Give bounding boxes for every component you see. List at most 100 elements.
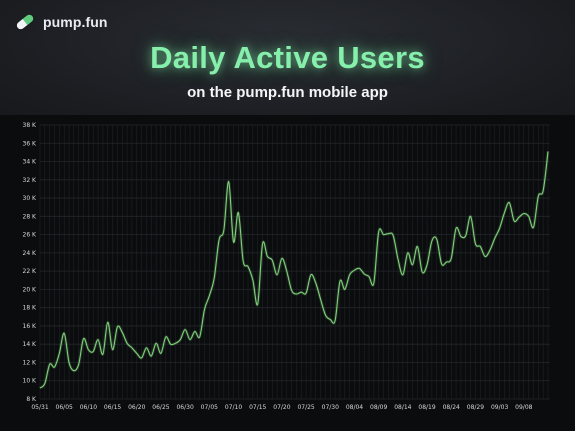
data-point [509, 202, 510, 203]
data-point [238, 212, 239, 213]
y-tick-label: 14 K [23, 341, 38, 348]
data-point [373, 282, 374, 283]
x-tick-label: 07/25 [297, 404, 314, 411]
y-tick-label: 34 K [23, 159, 38, 166]
data-point [112, 349, 113, 350]
data-point [243, 260, 244, 261]
data-point [422, 271, 423, 272]
data-point [485, 256, 486, 257]
data-point [494, 238, 495, 239]
data-point [126, 343, 127, 344]
data-point [281, 258, 282, 259]
data-point [286, 271, 287, 272]
data-point [214, 278, 215, 279]
data-point [141, 357, 142, 358]
x-tick-label: 08/29 [467, 404, 484, 411]
series-layer [38, 151, 550, 390]
data-point [185, 329, 186, 330]
data-point [252, 280, 253, 281]
data-point [272, 260, 273, 261]
data-point [489, 250, 490, 251]
data-point [310, 274, 311, 275]
data-point [49, 364, 50, 365]
gridlines [39, 124, 550, 400]
data-point [480, 246, 481, 247]
data-point [223, 229, 224, 230]
data-point [523, 213, 524, 214]
data-point [441, 263, 442, 264]
x-tick-label: 09/08 [515, 404, 532, 411]
x-tick-label: 08/04 [346, 404, 363, 411]
y-tick-label: 36 K [23, 140, 38, 147]
x-tick-label: 06/30 [176, 404, 193, 411]
data-point [446, 261, 447, 262]
data-point [547, 151, 548, 152]
data-point [538, 196, 539, 197]
y-tick-label: 18 K [23, 305, 38, 312]
data-point [402, 274, 403, 275]
data-point [514, 220, 515, 221]
data-point [180, 339, 181, 340]
brand[interactable]: pump.fun [13, 10, 108, 34]
data-point [262, 243, 263, 244]
x-tick-label: 07/30 [322, 404, 339, 411]
x-tick-label: 08/19 [418, 404, 435, 411]
data-point [499, 228, 500, 229]
data-point [247, 266, 248, 267]
data-point [470, 216, 471, 217]
x-tick-label: 07/05 [201, 404, 218, 411]
data-point [528, 216, 529, 217]
data-point [417, 246, 418, 247]
chart-title: Daily Active Users [150, 40, 425, 75]
data-point [204, 309, 205, 310]
y-tick-label: 12 K [23, 359, 38, 366]
data-point [407, 252, 408, 253]
data-point [107, 322, 108, 323]
data-point [436, 239, 437, 240]
x-tick-label: 07/10 [225, 404, 242, 411]
data-point [412, 264, 413, 265]
data-point [88, 349, 89, 350]
x-tick-label: 06/05 [56, 404, 73, 411]
data-point [102, 354, 103, 355]
x-tick-label: 06/25 [152, 404, 169, 411]
data-point [364, 273, 365, 274]
y-tick-label: 30 K [23, 195, 38, 202]
data-point [393, 235, 394, 236]
y-tick-label: 24 K [23, 250, 38, 257]
data-point [194, 331, 195, 332]
data-point [175, 343, 176, 344]
x-tick-label: 06/10 [80, 404, 97, 411]
data-point [156, 343, 157, 344]
data-point [267, 256, 268, 257]
data-point [59, 353, 60, 354]
data-point [97, 339, 98, 340]
y-axis-ticks: 8 K 10 K 12 K 14 K 16 K 18 K 20 K 22 K 24 K 26 K 2… [23, 122, 38, 403]
data-point [160, 353, 161, 354]
x-tick-label: 09/03 [491, 404, 508, 411]
data-point [426, 264, 427, 265]
y-tick-label: 26 K [23, 232, 38, 239]
data-point [189, 339, 190, 340]
data-point [330, 319, 331, 320]
data-point [543, 190, 544, 191]
data-point [228, 181, 229, 182]
data-point [354, 270, 355, 271]
data-point [296, 293, 297, 294]
line-chart: 8 K 10 K 12 K 14 K 16 K 18 K 20 K 22 K 24 K 26 K 2… [0, 115, 575, 431]
data-point [397, 259, 398, 260]
chart-subtitle: on the pump.fun mobile app [187, 84, 388, 101]
brand-name: pump.fun [43, 14, 108, 30]
data-point [122, 332, 123, 333]
data-point [475, 243, 476, 244]
data-point [455, 228, 456, 229]
data-point [431, 240, 432, 241]
data-point [209, 295, 210, 296]
data-point [146, 347, 147, 348]
y-tick-label: 22 K [23, 268, 38, 275]
data-point [68, 362, 69, 363]
x-tick-label: 05/31 [31, 404, 48, 411]
data-point [315, 282, 316, 283]
data-point [117, 326, 118, 327]
